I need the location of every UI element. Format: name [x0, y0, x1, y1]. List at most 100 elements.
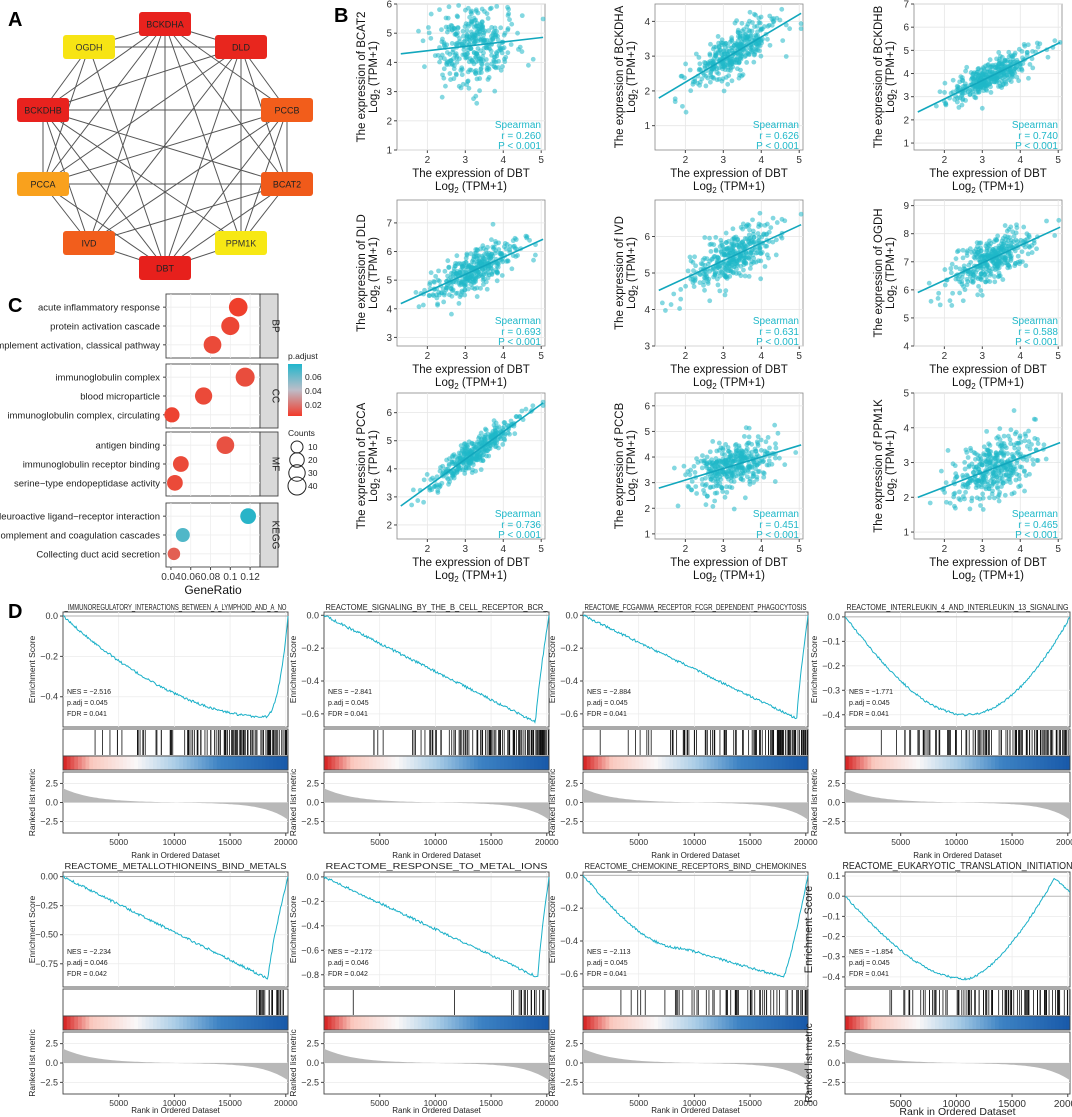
scatter-point — [793, 450, 799, 455]
scatter-point — [1015, 253, 1021, 259]
scatter-point — [753, 12, 758, 18]
scatter-point — [1018, 237, 1024, 243]
es-curve — [323, 615, 550, 724]
scatter-point — [463, 55, 469, 61]
network-edge — [164, 46, 242, 269]
scatter-point — [495, 33, 500, 39]
y-tick-label: 8 — [903, 229, 909, 240]
scatter-point — [953, 264, 959, 270]
scatter-point — [967, 506, 973, 512]
scatter-point — [964, 481, 970, 487]
heat-segment — [744, 756, 749, 770]
heat-segment — [183, 756, 188, 770]
scatter-point — [725, 445, 731, 450]
scatter-point — [1008, 427, 1014, 433]
heat-segment — [995, 756, 1000, 770]
metric-tick-label: 2.5 — [45, 1039, 58, 1049]
heat-segment — [785, 756, 790, 770]
scatter-point — [480, 267, 486, 273]
facet-label: MF — [270, 457, 281, 471]
scatter-point — [973, 246, 979, 252]
heat-segment — [280, 1016, 285, 1030]
scatter-point — [479, 439, 484, 445]
heat-segment — [425, 756, 430, 770]
heat-segment — [190, 1016, 195, 1030]
scatter-point — [761, 474, 767, 480]
scatter-point — [502, 56, 507, 62]
scatter-point — [531, 257, 536, 263]
y-tick-label: 3 — [386, 333, 392, 344]
heat-segment — [220, 756, 225, 770]
scatter-point — [1052, 38, 1058, 44]
scatter-point — [1023, 263, 1029, 269]
scatter-point — [736, 59, 742, 65]
network-node-bckdha: BCKDHA — [139, 12, 191, 36]
scatter-point — [1011, 408, 1017, 413]
y-tick-label: 5 — [644, 269, 650, 280]
rank-tick-label: 5000 — [109, 837, 128, 847]
metric-tick-label: −2.5 — [560, 817, 578, 827]
heat-segment — [387, 1016, 392, 1030]
fdr-label: FDR = 0.042 — [328, 971, 368, 978]
nes-label: NES = −1.771 — [849, 689, 893, 696]
heat-segment — [1058, 756, 1063, 770]
unit-tail: (TPM+1) — [885, 41, 897, 89]
scatter-point — [957, 290, 963, 296]
term-label: Complement and coagulation cascades — [0, 531, 160, 542]
unit-log: Log — [435, 181, 454, 193]
scatter-point — [755, 434, 761, 440]
term-label: immunoglobulin complex, circulating — [7, 410, 160, 421]
scatter-point — [747, 481, 753, 487]
scatter-point — [710, 74, 716, 80]
scatter-point — [729, 35, 735, 41]
scatter-point — [952, 463, 958, 469]
scatter-point — [962, 459, 968, 465]
network-node-box — [261, 172, 313, 196]
heat-segment — [168, 1016, 173, 1030]
x-tick-label: 5 — [538, 155, 544, 166]
heat-segment — [1047, 756, 1052, 770]
scatter-point — [737, 254, 743, 260]
y-tick-label: 7 — [903, 257, 909, 268]
heat-segment — [957, 756, 962, 770]
scatter-point — [465, 69, 471, 75]
scatter-point — [996, 66, 1001, 72]
scatter-point — [1008, 53, 1014, 59]
x-tick-label: 4 — [500, 544, 506, 555]
network-node-pccb: PCCB — [261, 98, 313, 122]
scatter-point — [1024, 231, 1030, 237]
scatter-point — [989, 456, 995, 461]
stat-p: P < 0.001 — [756, 141, 799, 152]
y-tick-label: 2 — [644, 504, 650, 515]
heat-segment — [774, 756, 779, 770]
heat-segment — [733, 756, 738, 770]
heat-segment — [1013, 756, 1018, 770]
scatter-point — [965, 455, 971, 460]
network-node-box — [63, 231, 115, 255]
y-tick-label: 4 — [903, 342, 909, 353]
unit-sub: 2 — [712, 575, 717, 584]
scatter-point — [687, 67, 693, 73]
scatter-point — [711, 44, 717, 50]
x-tick-label: 4 — [1017, 351, 1023, 362]
scatter-point — [515, 253, 520, 258]
scatter-point — [505, 13, 511, 18]
scatter-point — [974, 69, 980, 75]
scatter-point — [742, 495, 748, 501]
heat-segment — [643, 756, 648, 770]
es-tick-label: −0.50 — [35, 930, 58, 940]
metric-tick-label: −2.5 — [822, 817, 840, 827]
x-tick-label: 4 — [1017, 155, 1023, 166]
scatter-point — [960, 97, 966, 103]
network-node-dld: DLD — [215, 35, 267, 59]
es-tick-label: −0.2 — [560, 643, 578, 653]
metric-tick-label: 2.5 — [827, 778, 840, 788]
scatter-point — [462, 52, 468, 58]
scatter-point — [443, 466, 449, 472]
scatter-point — [757, 20, 763, 26]
scatter-point — [512, 243, 517, 249]
rank-tick-label: 5000 — [891, 837, 910, 847]
fdr-label: FDR = 0.041 — [849, 711, 889, 718]
heat-segment — [335, 1016, 340, 1030]
